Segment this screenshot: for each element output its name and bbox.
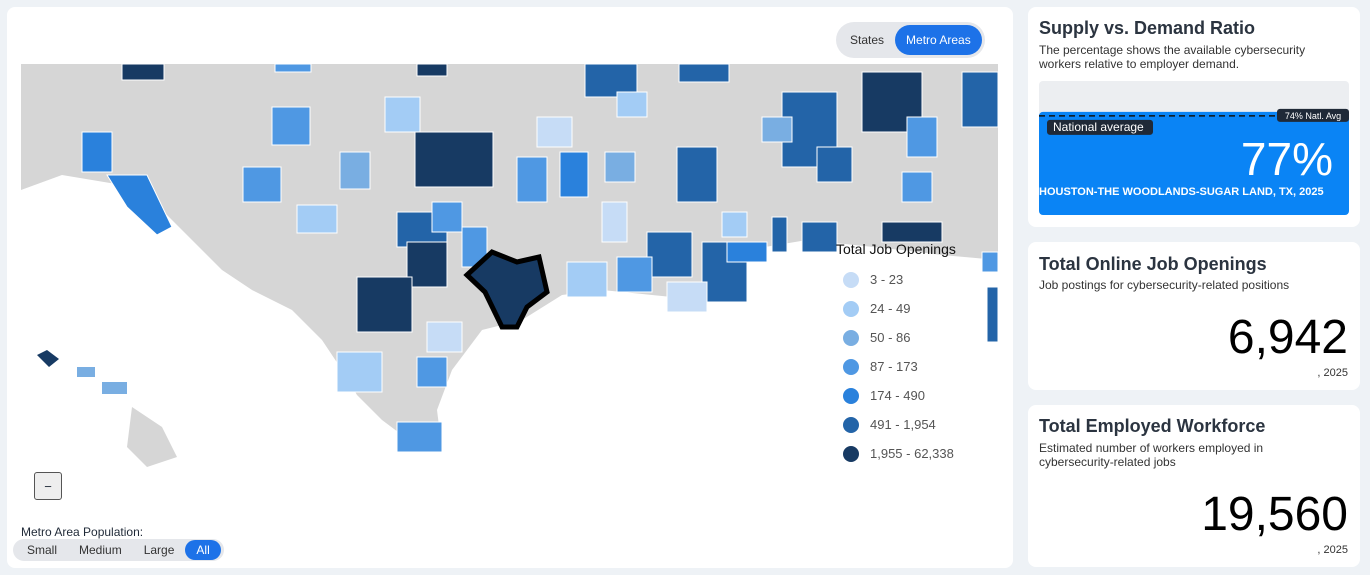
legend: Total Job Openings 3 - 23 24 - 49 50 - 86 87… [836,241,956,468]
map-panel: States Metro Areas Total Job Openings 3 - … [7,7,1013,568]
metro-areas [81,63,999,453]
card-note: , 2025 [1317,367,1348,379]
view-option[interactable]: Metro Areas [895,25,982,55]
legend-label: 1,955 - 62,338 [870,446,954,461]
legend-swatch [843,445,859,462]
average-label: National average [1053,120,1144,134]
legend-swatch [843,416,859,433]
legend-item: 174 - 490 [836,381,956,410]
population-option[interactable]: Large [143,543,175,557]
average-value: 74% Natl. Avg [1285,111,1341,121]
legend-label: 24 - 49 [870,301,911,316]
card-title: Supply vs. Demand Ratio [1039,18,1256,38]
population-option[interactable]: Medium [79,543,122,557]
legend-swatch [843,387,859,404]
location-wrap: HOUSTON-THE WOODLANDS-SUGAR LAND, TX, 20… [1039,186,1324,198]
highlighted-metro [463,249,550,330]
hawaii [37,350,177,467]
legend-label: 491 - 1,954 [870,417,936,432]
legend-label: 3 - 23 [870,272,904,287]
zoom-out-button[interactable]: − [34,472,62,500]
legend-swatch [843,358,859,375]
legend-label: 87 - 173 [870,359,918,374]
card-value: 6,942 [1227,311,1348,364]
view-option[interactable]: States [850,33,885,47]
legend-item: 491 - 1,954 [836,410,956,439]
population-option[interactable]: Small [27,543,58,557]
map [21,63,999,467]
population-label: Metro Area Population: [21,525,144,539]
legend-swatch [843,329,859,346]
average-value-tag [1277,108,1349,122]
legend-swatch [843,271,859,288]
location: HOUSTON-THE WOODLANDS-SUGAR LAND, TX, 20… [1039,186,1324,198]
ratio-label: 77% [1241,133,1333,185]
ratio-gauge: National average 74% Natl. Avg 77%HOUSTON-… [1039,81,1349,215]
card-title: Total Online Job Openings [1039,254,1267,274]
workforce-card: Total Employed Workforce Estimated numbe… [1028,405,1360,567]
card-description: The percentage shows the available cyber… [1039,43,1306,71]
card-note: , 2025 [1317,544,1348,556]
supply-card: Supply vs. Demand Ratio The percentage s… [1028,7,1360,227]
legend-item: 1,955 - 62,338 [836,439,956,468]
view-toggle: States Metro Areas [836,22,985,58]
card-description: Estimated number of workers employed in … [1039,441,1264,469]
legend-title: Total Job Openings [836,241,956,257]
card-description: Job postings for cybersecurity-related p… [1039,278,1290,292]
average-tag [1047,119,1153,135]
legend-item: 3 - 23 [836,265,956,294]
openings-card: Total Online Job Openings Job postings f… [1028,242,1360,390]
legend-item: 24 - 49 [836,294,956,323]
card-value: 19,560 [1201,488,1348,541]
population-filter: Small Medium Large All [13,539,224,561]
legend-item: 87 - 173 [836,352,956,381]
population-option[interactable]: All [185,540,221,560]
legend-swatch [843,300,859,317]
legend-item: 50 - 86 [836,323,956,352]
legend-label: 174 - 490 [870,388,925,403]
card-title: Total Employed Workforce [1039,416,1266,436]
ratio-fill [1039,111,1349,215]
legend-label: 50 - 86 [870,330,911,345]
